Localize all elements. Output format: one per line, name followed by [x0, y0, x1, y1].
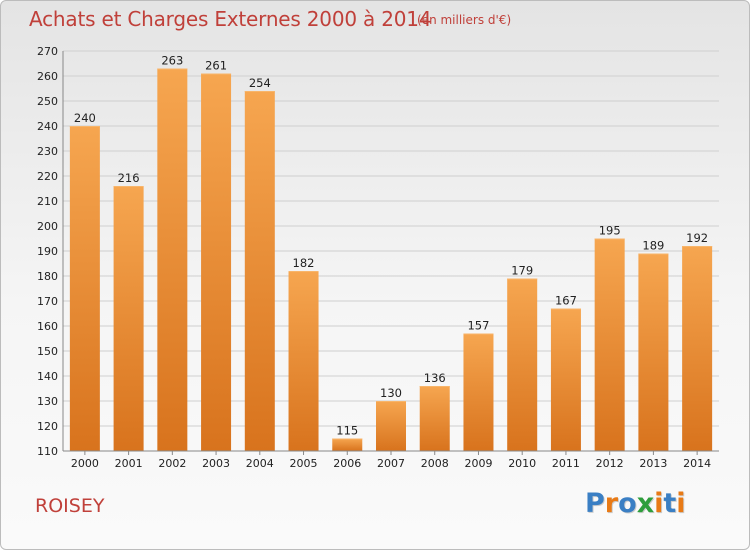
value-label: 115: [336, 424, 358, 438]
y-tick-label: 170: [37, 295, 58, 308]
bar-2002: [157, 68, 188, 451]
value-label: 130: [380, 386, 402, 400]
logo-letter: i: [654, 488, 664, 519]
value-label: 179: [511, 264, 533, 278]
y-tick-label: 140: [37, 370, 58, 383]
bar-2004: [244, 91, 275, 451]
bar-2000: [69, 126, 100, 451]
x-tick-label: 2002: [158, 457, 186, 470]
bar-2007: [376, 401, 406, 451]
chart-subtitle: (en milliers d'€): [417, 13, 512, 27]
logo-letter: x: [636, 488, 655, 519]
y-tick-label: 220: [37, 170, 58, 183]
logo-letter: o: [618, 488, 637, 519]
y-tick-label: 130: [37, 395, 58, 408]
bar-2003: [201, 73, 232, 451]
proxiti-logo: Proxiti: [585, 488, 686, 519]
value-label: 240: [74, 111, 96, 125]
y-tick-label: 200: [37, 220, 58, 233]
x-tick-label: 2014: [683, 457, 711, 470]
y-tick-label: 250: [37, 95, 58, 108]
location-name: ROISEY: [35, 495, 105, 517]
y-tick-label: 210: [37, 195, 58, 208]
y-tick-label: 120: [37, 420, 58, 433]
y-tick-label: 160: [37, 320, 58, 333]
bars: [69, 68, 713, 451]
value-label: 167: [555, 294, 577, 308]
bar-2008: [419, 386, 450, 451]
x-tick-label: 2000: [71, 457, 99, 470]
x-tick-label: 2006: [333, 457, 361, 470]
x-tick-label: 2007: [377, 457, 405, 470]
bar-2001: [113, 186, 144, 451]
y-tick-label: 150: [37, 345, 58, 358]
x-tick-label: 2001: [115, 457, 143, 470]
value-label: 189: [642, 239, 664, 253]
value-label: 216: [118, 171, 140, 185]
y-tick-label: 270: [37, 45, 58, 58]
value-label: 192: [686, 231, 708, 245]
chart-title: Achats et Charges Externes 2000 à 2014: [29, 7, 432, 31]
y-tick-label: 230: [37, 145, 58, 158]
logo-letter: t: [663, 488, 677, 519]
bar-2011: [550, 308, 581, 451]
y-tick-label: 240: [37, 120, 58, 133]
x-tick-label: 2013: [639, 457, 667, 470]
logo-letter: i: [676, 488, 686, 519]
logo-letter: P: [585, 488, 605, 519]
bar-2013: [638, 253, 669, 451]
x-tick-label: 2009: [464, 457, 492, 470]
value-label: 195: [599, 224, 621, 238]
bar-2014: [682, 246, 713, 451]
x-tick-label: 2010: [508, 457, 536, 470]
value-label: 157: [467, 319, 489, 333]
value-label: 254: [249, 76, 271, 90]
value-label: 263: [161, 54, 183, 68]
y-tick-label: 180: [37, 270, 58, 283]
value-label: 261: [205, 59, 227, 73]
y-tick-label: 260: [37, 70, 58, 83]
value-label: 182: [293, 256, 315, 270]
x-tick-label: 2012: [596, 457, 624, 470]
logo-letter: r: [604, 488, 619, 519]
value-label: 136: [424, 371, 446, 385]
y-tick-label: 110: [37, 445, 58, 458]
x-tick-label: 2004: [246, 457, 274, 470]
axes: 110 120 130 140 150 160 170 180 190 200 210 220 230 2…: [37, 45, 719, 470]
bar-2009: [463, 333, 494, 451]
x-tick-label: 2005: [290, 457, 318, 470]
bar-2010: [507, 278, 538, 451]
x-tick-label: 2011: [552, 457, 580, 470]
x-tick-label: 2008: [421, 457, 449, 470]
bar-2006: [332, 438, 363, 451]
bar-2005: [288, 271, 319, 451]
x-tick-label: 2003: [202, 457, 230, 470]
y-tick-label: 190: [37, 245, 58, 258]
bar-2012: [594, 238, 625, 451]
